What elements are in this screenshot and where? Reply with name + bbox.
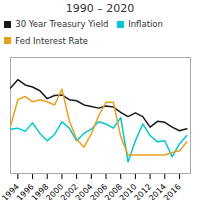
html-text:30 Year Treasury Yield: 30 Year Treasury Yield: [15, 19, 109, 30]
html-text:1990 – 2020: 1990 – 2020: [65, 2, 135, 15]
svg-text:2016: 2016: [162, 182, 183, 200]
html-text:Inflation: Inflation: [128, 19, 163, 30]
html-text:Fed Interest Rate: Fed Interest Rate: [15, 35, 88, 46]
